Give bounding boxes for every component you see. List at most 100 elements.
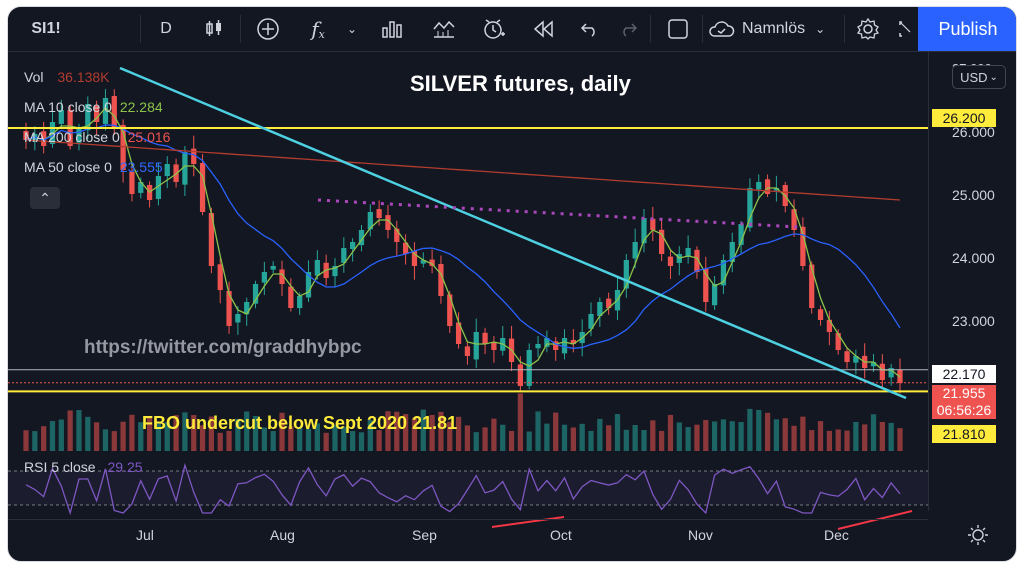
legend-ma50[interactable]: MA 50 close 0 23.555 bbox=[24, 159, 163, 175]
volume-bar bbox=[402, 414, 409, 451]
volume-bar bbox=[508, 430, 515, 451]
chevron-down-icon[interactable]: ⌄ bbox=[346, 22, 358, 36]
price-label-upper-line: 26.200 bbox=[932, 109, 996, 127]
chevron-down-icon: ⌄ bbox=[815, 22, 826, 36]
publish-button[interactable]: Publish bbox=[918, 7, 1016, 51]
volume-bar bbox=[76, 410, 82, 451]
price-axis[interactable] bbox=[928, 51, 1016, 511]
candle-body bbox=[800, 226, 806, 266]
candle-body bbox=[41, 131, 47, 146]
divider bbox=[844, 15, 845, 43]
volume-bar bbox=[800, 416, 806, 451]
legend-vol[interactable]: Vol 36.138K bbox=[24, 69, 110, 85]
legend-ma10[interactable]: MA 10 close 0 22.284 bbox=[24, 99, 163, 115]
candle-body bbox=[826, 319, 832, 332]
fullscreen-square-icon[interactable] bbox=[658, 7, 698, 51]
replay-icon[interactable] bbox=[524, 7, 564, 51]
candle-body bbox=[235, 314, 241, 323]
candle-body bbox=[85, 104, 91, 131]
volume-bar bbox=[826, 430, 832, 451]
volume-bar bbox=[455, 416, 462, 451]
time-axis-settings-icon[interactable] bbox=[966, 523, 990, 547]
volume-bar bbox=[676, 422, 682, 451]
candle-body bbox=[606, 298, 612, 308]
candle-body bbox=[261, 272, 267, 283]
legend-ma200[interactable]: MA 200 close 0 25.016 bbox=[24, 129, 170, 145]
undo-icon[interactable] bbox=[572, 7, 608, 51]
templates-icon[interactable] bbox=[424, 7, 464, 51]
symbol-button[interactable]: SI1! bbox=[16, 7, 76, 51]
volume-bar bbox=[111, 431, 117, 451]
volume-bar bbox=[517, 393, 524, 451]
layout-name-label: Namnlös bbox=[742, 20, 806, 37]
volume-bar bbox=[146, 416, 153, 451]
candle-body bbox=[561, 338, 568, 354]
add-indicator-icon[interactable] bbox=[248, 7, 288, 51]
trend-line bbox=[119, 66, 907, 400]
candle-body bbox=[23, 131, 29, 140]
legend-rsi-value: 29.25 bbox=[107, 459, 143, 475]
layout-name-button[interactable]: Namnlös ⌄ bbox=[706, 7, 840, 51]
collapse-legend-button[interactable]: ⌃ bbox=[30, 187, 60, 209]
candles-icon[interactable] bbox=[196, 7, 232, 51]
volume-bar bbox=[67, 410, 73, 451]
currency-selector[interactable]: USD ⌄ bbox=[952, 65, 1006, 89]
settings-gear-icon[interactable] bbox=[848, 7, 888, 51]
price-chart[interactable] bbox=[8, 51, 1017, 562]
publish-label: Publish bbox=[938, 18, 998, 39]
chart-title-annotation[interactable]: SILVER futures, daily bbox=[410, 71, 631, 96]
candle-body bbox=[191, 148, 197, 164]
volume-bar bbox=[579, 423, 585, 451]
candle-body bbox=[394, 228, 400, 242]
volume-bar bbox=[279, 412, 285, 451]
candle-body bbox=[632, 242, 638, 259]
volume-bar bbox=[570, 427, 576, 451]
ma10-line bbox=[25, 107, 901, 378]
candle-body bbox=[94, 105, 100, 122]
bar-chart-icon[interactable] bbox=[372, 7, 412, 51]
volume-bars bbox=[23, 393, 903, 451]
candle-body bbox=[517, 364, 524, 386]
time-label: Aug bbox=[270, 527, 295, 543]
candle-body bbox=[279, 269, 285, 284]
volume-bar bbox=[429, 414, 435, 451]
fbo-annotation[interactable]: FBO undercut below Sept 2020 21.81 bbox=[142, 413, 458, 433]
candle-body bbox=[711, 284, 718, 306]
volume-bar bbox=[394, 411, 400, 451]
volume-bar bbox=[323, 432, 329, 451]
legend-rsi[interactable]: RSI 5 close 29.25 bbox=[24, 459, 143, 475]
volume-bar bbox=[305, 429, 312, 451]
volume-bar bbox=[314, 423, 320, 451]
volume-bar bbox=[782, 418, 788, 451]
alert-clock-icon[interactable] bbox=[474, 7, 514, 51]
candle-body bbox=[853, 356, 859, 363]
volume-bar bbox=[553, 412, 559, 451]
volume-bar bbox=[235, 418, 241, 451]
candle-body bbox=[659, 229, 665, 254]
price-label-line: 22.170 bbox=[932, 365, 996, 383]
candle-body bbox=[252, 284, 259, 304]
candle-body bbox=[553, 341, 559, 350]
volume-bar bbox=[464, 425, 471, 451]
candle-body bbox=[835, 333, 841, 350]
candle-body bbox=[703, 268, 709, 302]
volume-bar bbox=[447, 421, 453, 451]
candle-body bbox=[244, 302, 250, 315]
interval-button[interactable]: D bbox=[148, 7, 184, 51]
candle-body bbox=[747, 188, 753, 228]
legend-ma50-label: MA 50 close 0 bbox=[24, 159, 112, 175]
candle-body bbox=[102, 98, 109, 124]
time-axis[interactable] bbox=[8, 519, 928, 561]
candle-body bbox=[155, 176, 162, 199]
candle-body bbox=[623, 260, 629, 289]
candle-body bbox=[764, 179, 771, 194]
redo-icon[interactable] bbox=[610, 7, 646, 51]
volume-bar bbox=[526, 431, 532, 451]
time-label: Oct bbox=[550, 527, 572, 543]
candle-body bbox=[773, 188, 780, 191]
volume-bar bbox=[650, 420, 656, 451]
volume-bar bbox=[199, 425, 206, 451]
volume-bar bbox=[102, 429, 109, 451]
expand-icon[interactable] bbox=[894, 7, 918, 51]
